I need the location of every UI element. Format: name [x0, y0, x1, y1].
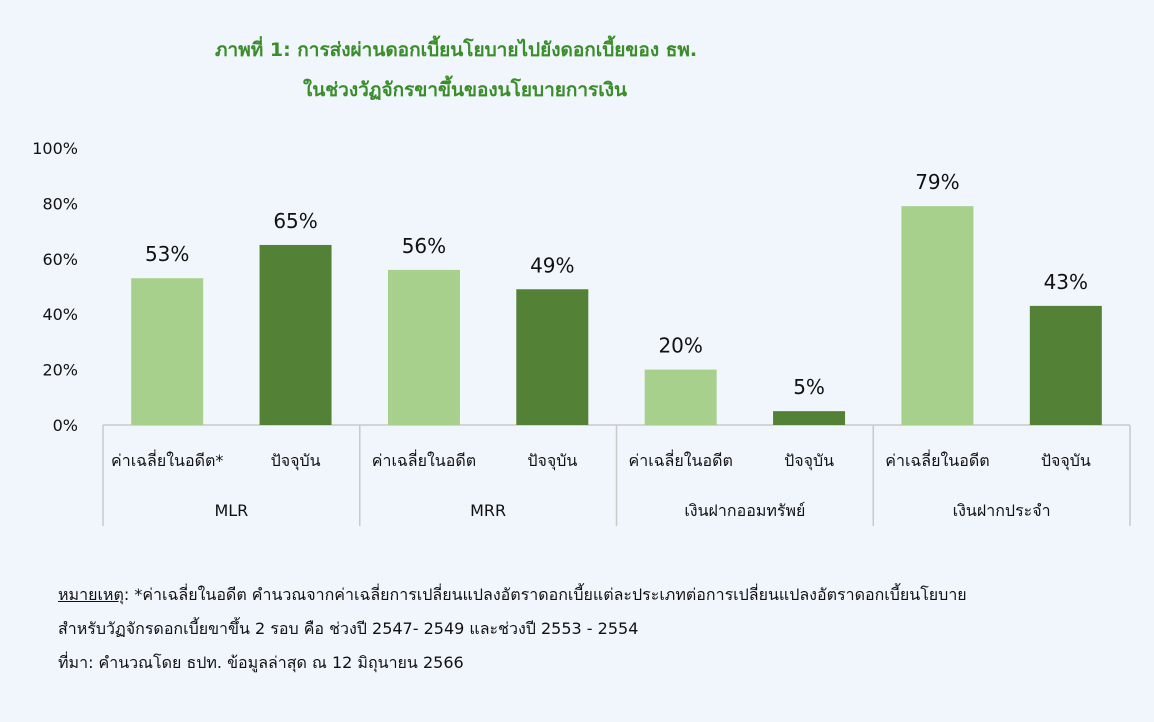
- chart-title: ภาพที่ 1: การส่งผ่านดอกเบี้ยนโยบายไปยังด…: [215, 30, 915, 110]
- y-tick-label: 40%: [42, 305, 78, 324]
- data-label: 49%: [530, 253, 574, 277]
- y-tick-label: 100%: [32, 139, 78, 158]
- x-tick-label: ปัจจุบัน: [527, 451, 577, 471]
- data-label: 20%: [658, 334, 702, 358]
- bar-current: [516, 289, 589, 425]
- x-tick-label: ค่าเฉลี่ยในอดีต*: [111, 449, 223, 470]
- chart-title-line-2: ในช่วงวัฏจักรขาขึ้นของนโยบายการเงิน: [303, 79, 628, 101]
- y-tick-label: 20%: [42, 361, 78, 380]
- bar-current: [1029, 305, 1102, 425]
- data-label: 65%: [273, 209, 317, 233]
- remark-text: : *ค่าเฉลี่ยในอดีต คำนวณจากค่าเฉลี่ยการเ…: [123, 585, 967, 604]
- bar-current: [259, 244, 332, 425]
- remark-line-2: สำหรับวัฏจักรดอกเบี้ยขาขึ้น 2 รอบ คือ ช่…: [58, 619, 639, 638]
- x-tick-label: ค่าเฉลี่ยในอดีต: [372, 449, 476, 470]
- bar-past: [387, 269, 460, 425]
- remark-label: หมายเหตุ: [58, 585, 124, 604]
- source-note: ที่มา: คำนวณโดย ธปท. ข้อมูลล่าสุด ณ 12 ม…: [58, 653, 464, 672]
- y-tick-label: 80%: [42, 194, 78, 213]
- x-tick-label: ปัจจุบัน: [784, 451, 834, 471]
- x-tick-label: ปัจจุบัน: [1041, 451, 1091, 471]
- bar-current: [773, 411, 846, 425]
- x-tick-label: ปัจจุบัน: [271, 451, 321, 471]
- y-tick-label: 60%: [42, 250, 78, 269]
- data-label: 53%: [145, 242, 189, 266]
- bar-past: [901, 206, 974, 425]
- chart-notes: หมายเหตุ: *ค่าเฉลี่ยในอดีต คำนวณจากค่าเฉ…: [58, 578, 1128, 680]
- bar-past: [644, 369, 717, 425]
- category-label: MRR: [470, 501, 506, 520]
- data-label: 79%: [915, 170, 959, 194]
- remark-line-1: หมายเหตุ: *ค่าเฉลี่ยในอดีต คำนวณจากค่าเฉ…: [58, 578, 1128, 612]
- category-label: MLR: [214, 501, 248, 520]
- chart-title-line-1: ภาพที่ 1: การส่งผ่านดอกเบี้ยนโยบายไปยังด…: [215, 39, 698, 61]
- bar-chart: 0% 20% 40% 60% 80% 100% 53% ค่าเฉลี่ยในอดีต* 65%…: [32, 139, 1131, 526]
- x-tick-label: ค่าเฉลี่ยในอดีต: [629, 449, 733, 470]
- x-tick-label: ค่าเฉลี่ยในอดีต: [885, 449, 989, 470]
- category-label: เงินฝากประจำ: [953, 501, 1051, 520]
- y-tick-label: 0%: [53, 416, 78, 435]
- bar-past: [131, 278, 204, 425]
- category-label: เงินฝากออมทรัพย์: [684, 501, 805, 520]
- data-label: 56%: [402, 234, 446, 258]
- data-label: 43%: [1044, 270, 1088, 294]
- data-label: 5%: [793, 375, 825, 399]
